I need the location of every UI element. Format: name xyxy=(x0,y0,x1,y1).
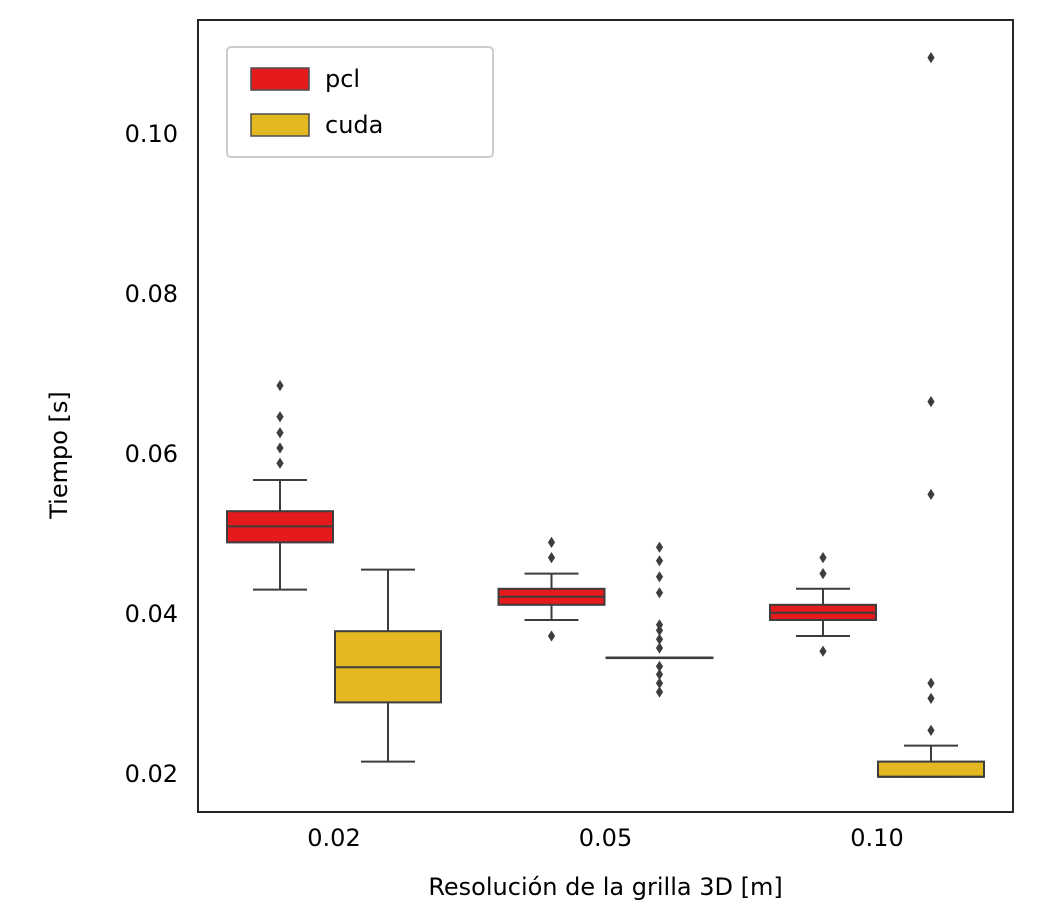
outlier-point xyxy=(655,541,664,553)
x-tick-label: 0.05 xyxy=(579,824,632,852)
outlier-point xyxy=(927,692,935,704)
outlier-point xyxy=(655,555,664,567)
outlier-point xyxy=(927,724,935,736)
outlier-point xyxy=(927,488,935,500)
outlier-point xyxy=(655,619,664,631)
legend-swatch-pcl xyxy=(250,67,310,91)
x-axis-title: Resolución de la grilla 3D [m] xyxy=(428,873,782,901)
outlier-point xyxy=(547,536,556,548)
box-cuda-0.10 xyxy=(877,52,985,778)
outlier-point xyxy=(655,571,664,583)
x-axis: 0.02 0.05 0.10 xyxy=(307,824,903,852)
legend: pcl cuda xyxy=(226,46,494,158)
outlier-point xyxy=(819,568,827,580)
outlier-point xyxy=(655,660,664,672)
legend-box xyxy=(226,46,494,158)
outlier-point xyxy=(547,630,556,642)
y-axis: 0.02 0.04 0.06 0.08 0.10 xyxy=(125,120,178,788)
outlier-point xyxy=(547,552,556,564)
outlier-point xyxy=(276,411,284,423)
box-pcl-0.02 xyxy=(226,380,334,591)
legend-label-cuda: cuda xyxy=(325,111,383,139)
y-tick-label: 0.02 xyxy=(125,760,178,788)
y-tick-label: 0.10 xyxy=(125,120,178,148)
box-cuda-0.02 xyxy=(334,568,442,763)
outlier-point xyxy=(655,642,664,654)
x-tick-label: 0.02 xyxy=(307,824,360,852)
y-tick-label: 0.04 xyxy=(125,600,178,628)
box-pcl-0.10 xyxy=(769,552,877,657)
outlier-point xyxy=(927,677,935,689)
plot-area xyxy=(226,52,985,778)
y-tick-label: 0.06 xyxy=(125,440,178,468)
outlier-point xyxy=(655,633,664,645)
x-tick-label: 0.10 xyxy=(850,824,903,852)
outlier-point xyxy=(276,457,284,469)
plot-frame xyxy=(197,19,1014,813)
outlier-point xyxy=(276,442,284,454)
outlier-point xyxy=(819,552,827,564)
outlier-point xyxy=(655,686,664,698)
outlier-point xyxy=(819,645,827,657)
outlier-point xyxy=(276,427,284,439)
outlier-point xyxy=(655,677,664,689)
outlier-point xyxy=(276,380,284,392)
outlier-point xyxy=(927,52,935,64)
legend-swatch-cuda xyxy=(250,113,310,137)
y-tick-label: 0.08 xyxy=(125,280,178,308)
box-cuda-0.05 xyxy=(605,541,714,698)
outlier-point xyxy=(655,587,664,599)
legend-label-pcl: pcl xyxy=(325,65,360,93)
y-axis-title: Tiempo [s] xyxy=(45,391,73,520)
box-pcl-0.05 xyxy=(497,536,606,642)
box-iqr xyxy=(877,760,985,778)
outlier-point xyxy=(655,668,664,680)
outlier-point xyxy=(927,396,935,408)
